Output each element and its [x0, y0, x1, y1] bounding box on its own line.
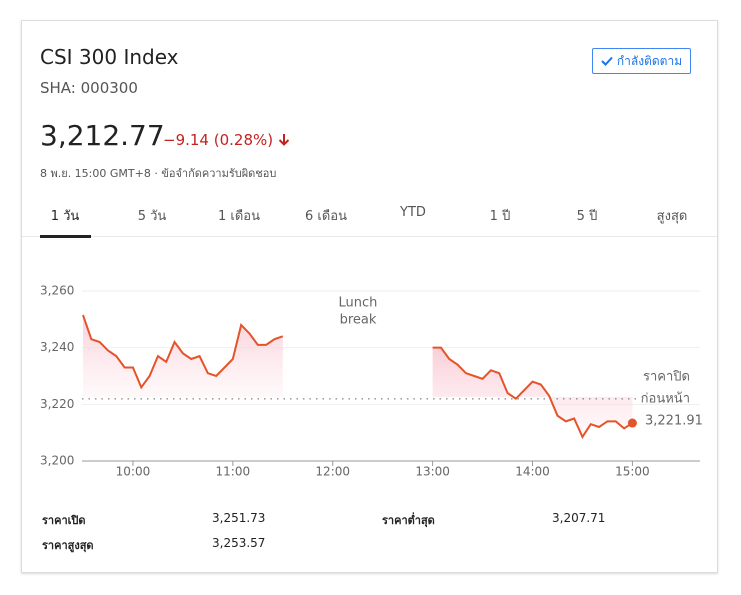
tab[interactable]: 5 วัน [137, 209, 167, 224]
previous-close-value: 3,221.91 [645, 414, 703, 429]
price-line [82, 314, 633, 439]
tab[interactable]: 6 เดือน [305, 209, 347, 224]
tab[interactable]: สูงสุด [656, 209, 688, 224]
stat-value: 3,207.71 [552, 511, 606, 525]
stat-value: 3,253.57 [212, 536, 266, 550]
price-change: −9.14 (0.28%) [163, 131, 290, 149]
x-tick-label: 13:00 [415, 465, 450, 479]
ticker: SHA: 000300 [40, 79, 138, 97]
follow-button[interactable]: กำลังติดตาม [592, 48, 691, 74]
x-tick-label: 10:00 [116, 465, 151, 479]
down-arrow [278, 134, 290, 146]
tab[interactable]: YTD [400, 205, 426, 220]
x-tick-label: 12:00 [315, 465, 350, 479]
y-tick-label: 3,260 [40, 284, 74, 298]
check-icon [601, 56, 613, 66]
timestamp: 8 พ.ย. 15:00 GMT+8 · ข้อจำกัดความรับผิดช… [40, 167, 277, 180]
y-tick-label: 3,220 [40, 397, 74, 411]
tab[interactable]: 1 ปี [489, 209, 511, 224]
lunch-label: Lunch [339, 296, 378, 311]
tab[interactable]: 1 วัน [50, 209, 80, 224]
last-point [627, 418, 637, 428]
tab-indicator [40, 235, 91, 238]
y-tick-label: 3,200 [40, 454, 74, 468]
previous-close-title: ก่อนหน้า [641, 392, 690, 407]
title: CSI 300 Index [40, 45, 179, 69]
stat-value: 3,251.73 [212, 511, 266, 525]
area-fill [83, 315, 283, 397]
price: 3,212.77 [40, 119, 165, 152]
previous-close-title: ราคาปิด [643, 370, 690, 385]
lunch-label: break [340, 313, 377, 328]
stat-label: ราคาต่ำสุด [382, 514, 435, 527]
tab[interactable]: 1 เดือน [218, 209, 260, 224]
finance-card: CSI 300 Index SHA: 000300 กำลังติดตาม 3,… [21, 20, 718, 573]
x-tick-label: 14:00 [515, 465, 550, 479]
x-tick-label: 11:00 [216, 465, 251, 479]
tab[interactable]: 5 ปี [576, 209, 598, 224]
stat-label: ราคาสูงสุด [42, 539, 94, 552]
change-text: −9.14 (0.28%) [163, 131, 274, 149]
stat-label: ราคาเปิด [42, 514, 86, 527]
x-tick-label: 15:00 [615, 465, 650, 479]
tab-divider [22, 236, 717, 237]
y-tick-label: 3,240 [40, 340, 74, 354]
area-fill [432, 347, 633, 437]
follow-label: กำลังติดตาม [616, 53, 683, 68]
